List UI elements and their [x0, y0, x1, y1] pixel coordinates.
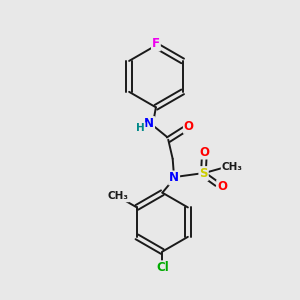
Text: O: O	[217, 180, 227, 193]
Text: F: F	[152, 38, 160, 50]
Text: S: S	[199, 167, 208, 180]
Text: O: O	[200, 146, 209, 159]
Text: N: N	[144, 117, 154, 130]
Text: CH₃: CH₃	[108, 191, 129, 201]
Text: Cl: Cl	[156, 261, 169, 274]
Text: H: H	[136, 123, 145, 133]
Text: O: O	[184, 120, 194, 133]
Text: CH₃: CH₃	[222, 162, 243, 172]
Text: N: N	[169, 172, 179, 184]
